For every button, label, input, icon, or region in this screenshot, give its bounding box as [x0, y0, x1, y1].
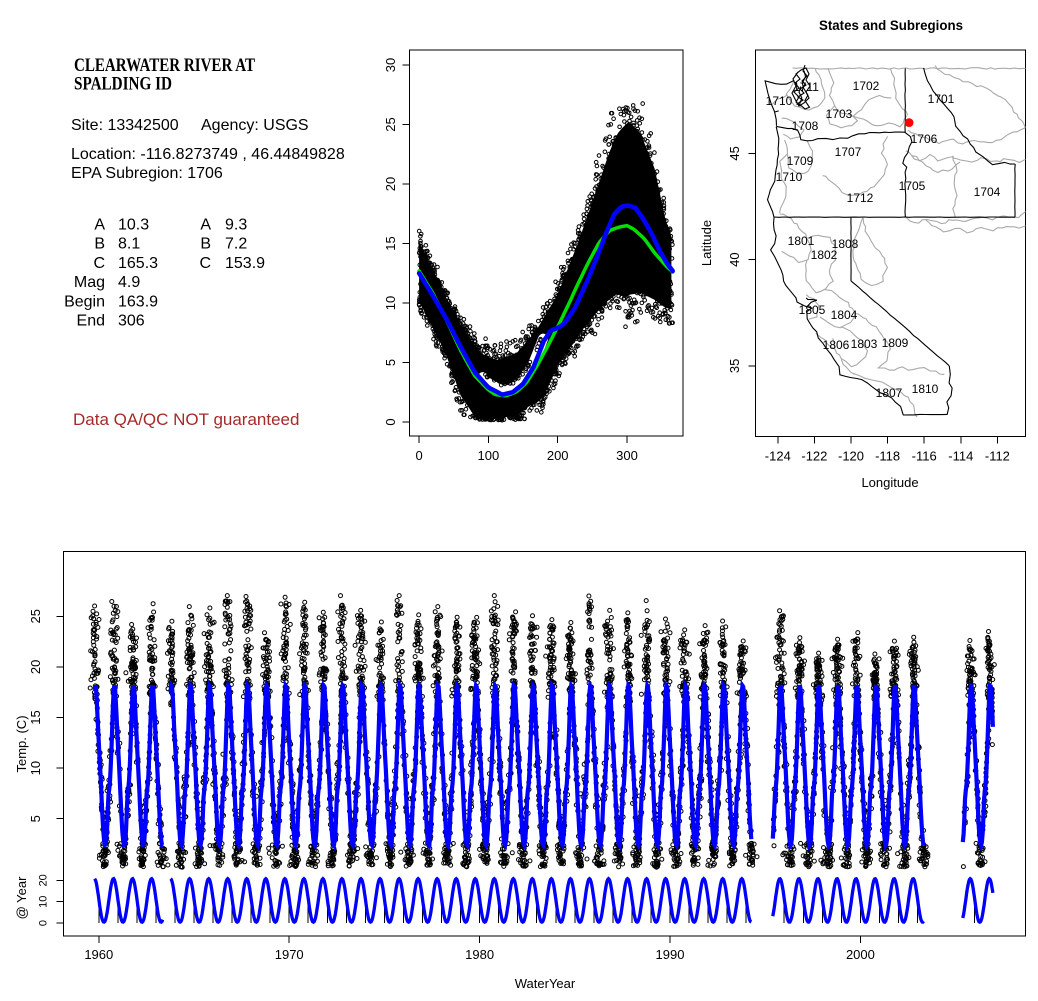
svg-text:1706: 1706 — [911, 132, 938, 146]
svg-text:1980: 1980 — [465, 947, 494, 962]
svg-text:20: 20 — [383, 177, 398, 191]
svg-text:1709: 1709 — [787, 154, 814, 168]
svg-text:-116: -116 — [912, 448, 937, 463]
svg-text:1710: 1710 — [776, 170, 803, 184]
svg-text:1806: 1806 — [823, 338, 850, 352]
svg-text:35: 35 — [727, 359, 742, 373]
svg-text:Mag: Mag — [74, 274, 105, 291]
svg-text:Agency: USGS: Agency: USGS — [201, 117, 309, 134]
svg-text:1807: 1807 — [876, 386, 903, 400]
svg-text:1805: 1805 — [799, 303, 826, 317]
svg-text:1960: 1960 — [84, 947, 113, 962]
svg-text:-118: -118 — [875, 448, 900, 463]
svg-text:Temp. (C): Temp. (C) — [14, 715, 29, 772]
svg-text:@ Year: @ Year — [14, 876, 29, 920]
svg-text:1803: 1803 — [851, 337, 878, 351]
svg-text:1711: 1711 — [793, 80, 819, 94]
svg-text:200: 200 — [547, 448, 569, 463]
svg-text:EPA Subregion: 1706: EPA Subregion: 1706 — [71, 165, 223, 182]
svg-text:SPALDING ID: SPALDING ID — [74, 74, 172, 95]
svg-text:153.9: 153.9 — [225, 255, 265, 272]
svg-text:1707: 1707 — [835, 145, 862, 159]
svg-text:A: A — [200, 217, 211, 234]
svg-text:1710: 1710 — [766, 94, 793, 108]
svg-text:2000: 2000 — [846, 947, 875, 962]
svg-text:1804: 1804 — [831, 308, 858, 322]
svg-text:20: 20 — [38, 874, 50, 886]
svg-text:45: 45 — [727, 146, 742, 160]
svg-text:10: 10 — [28, 761, 43, 775]
svg-text:165.3: 165.3 — [118, 255, 158, 272]
svg-text:Location: -116.8273749 , 46.44: Location: -116.8273749 , 46.44849828 — [71, 146, 345, 163]
svg-text:End: End — [77, 313, 105, 330]
svg-text:0: 0 — [38, 920, 50, 926]
svg-text:8.1: 8.1 — [118, 236, 140, 253]
svg-text:Begin: Begin — [64, 293, 105, 310]
svg-text:0: 0 — [415, 448, 422, 463]
svg-text:15: 15 — [28, 710, 43, 724]
svg-text:10: 10 — [383, 296, 398, 310]
svg-text:15: 15 — [383, 236, 398, 250]
svg-text:306: 306 — [118, 313, 145, 330]
svg-text:Data QA/QC NOT guaranteed: Data QA/QC NOT guaranteed — [73, 410, 299, 429]
svg-text:-124: -124 — [765, 448, 791, 463]
svg-text:1809: 1809 — [882, 336, 909, 350]
svg-text:-120: -120 — [838, 448, 864, 463]
svg-text:1703: 1703 — [826, 107, 853, 121]
svg-text:1802: 1802 — [811, 248, 838, 262]
svg-text:1704: 1704 — [974, 185, 1001, 199]
svg-text:1990: 1990 — [656, 947, 685, 962]
svg-text:20: 20 — [28, 660, 43, 674]
svg-text:10: 10 — [38, 896, 50, 908]
svg-text:1970: 1970 — [275, 947, 304, 962]
svg-text:25: 25 — [28, 609, 43, 623]
svg-text:-112: -112 — [985, 448, 1010, 463]
svg-text:Longitude: Longitude — [861, 475, 918, 490]
svg-text:10.3: 10.3 — [118, 217, 149, 234]
svg-text:CLEARWATER RIVER AT: CLEARWATER RIVER AT — [74, 55, 255, 76]
svg-text:A: A — [94, 217, 105, 234]
svg-text:States and Subregions: States and Subregions — [819, 17, 963, 33]
svg-text:1702: 1702 — [853, 79, 880, 93]
svg-text:30: 30 — [383, 58, 398, 72]
svg-text:4.9: 4.9 — [118, 274, 140, 291]
svg-text:7.2: 7.2 — [225, 236, 247, 253]
svg-text:0: 0 — [383, 418, 398, 425]
svg-text:9.3: 9.3 — [225, 217, 247, 234]
svg-text:5: 5 — [28, 815, 43, 822]
svg-text:1708: 1708 — [792, 119, 819, 133]
svg-text:Site: 13342500: Site: 13342500 — [71, 117, 179, 134]
svg-text:163.9: 163.9 — [118, 293, 158, 310]
svg-text:B: B — [200, 236, 211, 253]
svg-text:1801: 1801 — [788, 234, 815, 248]
svg-text:1712: 1712 — [847, 191, 874, 205]
svg-text:Latitude: Latitude — [699, 220, 714, 266]
svg-text:40: 40 — [727, 252, 742, 266]
svg-text:-122: -122 — [801, 448, 827, 463]
svg-text:B: B — [94, 236, 105, 253]
svg-text:1810: 1810 — [912, 382, 939, 396]
svg-text:1705: 1705 — [899, 179, 926, 193]
svg-text:C: C — [199, 255, 211, 272]
svg-text:-114: -114 — [948, 448, 973, 463]
svg-text:C: C — [93, 255, 105, 272]
svg-text:25: 25 — [383, 117, 398, 131]
svg-text:WaterYear: WaterYear — [515, 976, 576, 991]
svg-text:100: 100 — [478, 448, 500, 463]
svg-text:5: 5 — [383, 359, 398, 366]
svg-text:1701: 1701 — [928, 92, 955, 106]
svg-text:300: 300 — [616, 448, 638, 463]
